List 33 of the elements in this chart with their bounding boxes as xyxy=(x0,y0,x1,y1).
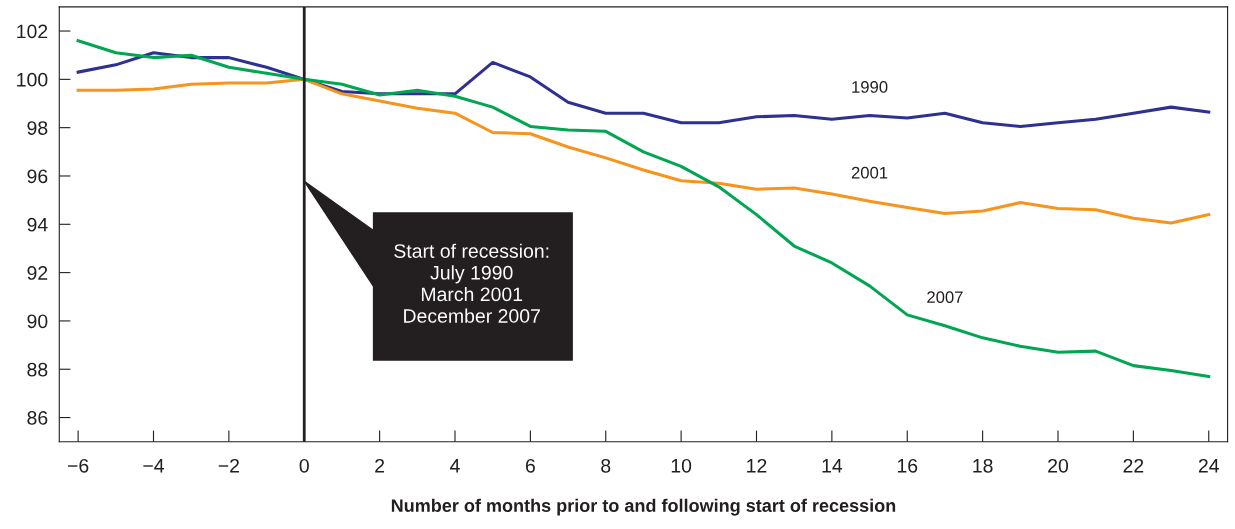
x-tick-label: −4 xyxy=(143,459,165,473)
series-label: 1990 xyxy=(852,81,888,93)
y-tick-label: 100 xyxy=(17,72,48,87)
line-series xyxy=(76,39,1211,379)
series-label: 2007 xyxy=(927,291,963,304)
x-tick-label: −2 xyxy=(218,458,239,473)
x-tick-label: 16 xyxy=(897,458,918,473)
y-tick-label: 94 xyxy=(27,217,48,232)
annotation: Start of recession: July 1990 March 2001 December 2007 xyxy=(394,243,549,323)
x-tick-label: 20 xyxy=(1048,458,1069,473)
y-tick-label: 88 xyxy=(27,362,48,377)
x-tick-label: 22 xyxy=(1123,458,1144,473)
line-series xyxy=(76,51,1211,128)
line-series xyxy=(76,77,1211,225)
y-tick-label: 102 xyxy=(17,24,48,39)
x-tick-label: 24 xyxy=(1198,458,1219,473)
x-tick-label: 12 xyxy=(747,458,767,473)
y-tick-label: 86 xyxy=(27,411,48,425)
y-tick-label: 92 xyxy=(27,266,48,280)
y-tick-label: 98 xyxy=(27,121,48,135)
x-tick-label: 14 xyxy=(822,459,843,473)
x-tick-label: −6 xyxy=(68,458,89,473)
y-tick-label: 90 xyxy=(27,314,48,329)
x-tick-label: 4 xyxy=(450,459,460,473)
x-tick-label: 18 xyxy=(973,458,993,473)
y-tick-label: 96 xyxy=(27,169,48,184)
x-axis-title: Number of months prior to and following start of recession xyxy=(391,498,896,516)
x-tick-label: 2 xyxy=(375,458,385,473)
x-tick-label: 0 xyxy=(299,458,309,473)
x-tick-label: 6 xyxy=(525,458,535,473)
x-tick-label: 10 xyxy=(671,458,692,473)
x-tick-label: 8 xyxy=(601,458,611,473)
series-label: 2001 xyxy=(851,166,888,179)
